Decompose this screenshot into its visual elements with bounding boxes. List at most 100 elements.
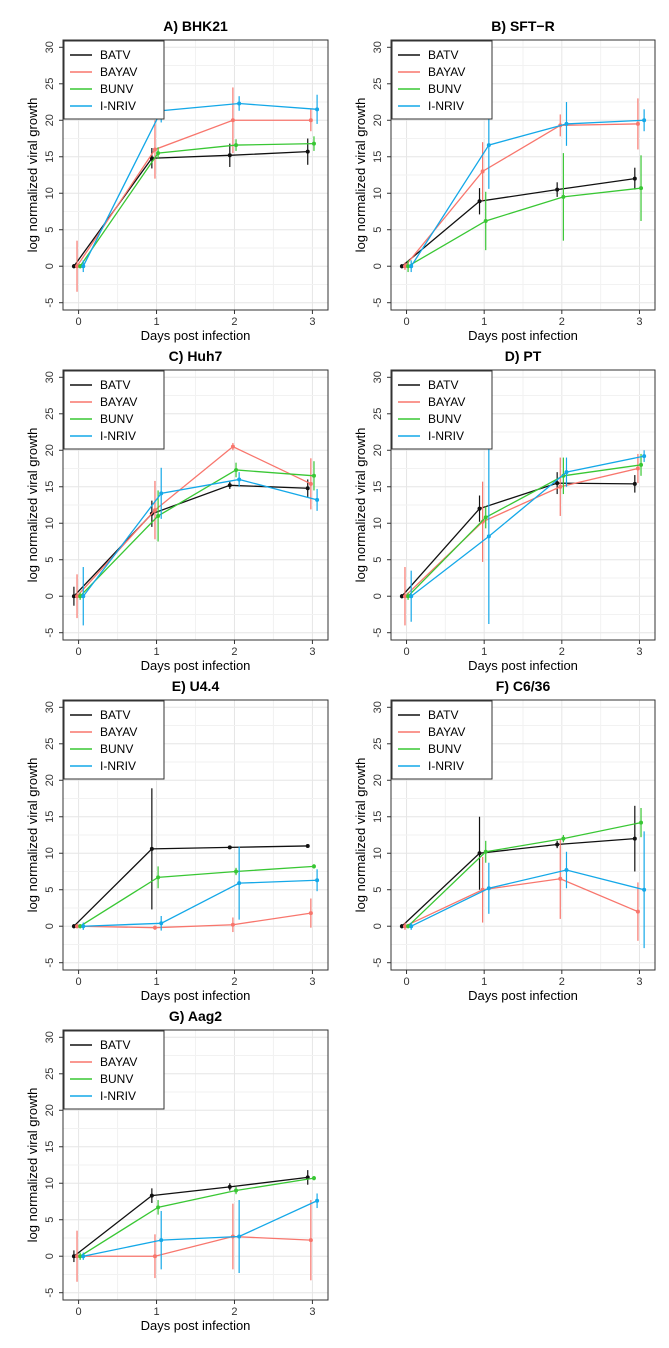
series-line [407,187,642,267]
y-tick-label: -5 [44,1288,56,1298]
data-point [75,264,80,269]
legend-label-batv: BATV [428,48,458,62]
y-tick-label: 5 [44,887,56,893]
plot-frame [62,39,329,311]
data-point [477,506,482,511]
y-tick-label: 5 [44,557,56,563]
y-axis-label: log normalized viral growth [25,1088,40,1243]
series-line [404,467,639,597]
legend-label-bunv: BUNV [428,82,461,96]
y-tick-label: 20 [372,444,384,456]
data-point [237,881,242,886]
data-point [558,484,563,489]
x-tick-label: 3 [636,316,642,328]
series-bayav [75,1200,313,1282]
legend-label-batv: BATV [428,378,458,392]
data-point [227,483,232,488]
data-point [642,118,647,123]
plot-frame [390,699,656,971]
data-point [227,845,232,850]
x-tick-label: 1 [481,646,487,658]
data-point [483,849,488,854]
chart-panel-4: D) PT -5 0 5 10 15 20 25 30 0 1 2 3 Days post infecti… [353,348,656,673]
data-point [71,594,76,599]
y-axis-label: log normalized viral growth [25,98,40,253]
legend-label-i-nriv: I-NRIV [100,99,136,113]
y-axis-label: log normalized viral growth [353,428,368,583]
data-point [308,1238,313,1243]
data-point [78,264,83,269]
data-point [635,909,640,914]
series-line [77,912,311,929]
x-tick-label: 0 [403,976,409,988]
x-axis-label: Days post infection [141,988,251,1003]
data-point [486,886,491,891]
y-tick-label: 25 [44,78,56,90]
y-tick-label: 30 [44,701,56,713]
series-batv [71,479,310,606]
chart-panel-6: F) C6/36 -5 0 5 10 15 20 25 30 0 1 2 3 Days post infe… [353,678,656,1003]
data-point [308,481,313,486]
y-tick-label: 30 [44,1031,56,1043]
legend-label-i-nriv: I-NRIV [100,429,136,443]
data-point [308,118,313,123]
series-i-nriv [81,1193,320,1273]
y-tick-label: 0 [372,923,384,929]
x-tick-label: 3 [636,976,642,988]
legend-label-bayav: BAYAV [100,1055,137,1069]
data-point [305,486,310,491]
data-point [78,594,83,599]
legend: BATV BAYAV BUNV I-NRIV [63,1030,165,1110]
series-i-nriv [81,467,320,626]
series-bunv [406,808,644,929]
series-line [79,142,314,267]
series-line [410,455,645,597]
data-point [402,594,407,599]
series-line [73,150,308,267]
data-point [555,187,560,192]
data-point [156,875,161,880]
chart-title: C) Huh7 [169,348,223,364]
data-point [75,924,80,929]
legend-label-bunv: BUNV [100,82,133,96]
y-tick-label: 5 [44,227,56,233]
data-point [230,922,235,927]
legend-label-i-nriv: I-NRIV [100,1089,136,1103]
legend: BATV BAYAV BUNV I-NRIV [63,40,165,120]
x-tick-label: 0 [403,646,409,658]
data-point [639,186,644,191]
data-point [81,594,86,599]
data-point [230,118,235,123]
series-batv [71,138,310,269]
series-line [76,119,311,267]
x-tick-label: 3 [309,646,315,658]
data-point [639,462,644,467]
data-point [311,1176,316,1181]
x-tick-label: 1 [153,1306,159,1318]
x-tick-label: 2 [559,646,565,658]
data-point [477,199,482,204]
data-point [156,513,161,518]
x-tick-label: 1 [153,316,159,328]
data-point [234,467,239,472]
data-point [409,264,414,269]
data-point [149,846,154,851]
y-tick-label: -5 [44,958,56,968]
y-tick-label: 0 [44,1253,56,1259]
y-tick-label: 20 [44,774,56,786]
series-batv [71,1170,310,1263]
y-tick-label: 15 [372,151,384,163]
chart-title: E) U4.4 [172,678,220,694]
data-point [632,481,637,486]
x-tick-label: 2 [559,316,565,328]
legend-label-i-nriv: I-NRIV [428,99,464,113]
data-point [477,851,482,856]
series-line [76,445,312,597]
series-batv [399,472,637,599]
x-axis-label: Days post infection [141,658,251,673]
data-point [409,594,414,599]
x-tick-label: 0 [76,1306,82,1318]
y-tick-label: 10 [44,1177,56,1189]
legend-label-bayav: BAYAV [100,395,137,409]
data-point [71,924,76,929]
